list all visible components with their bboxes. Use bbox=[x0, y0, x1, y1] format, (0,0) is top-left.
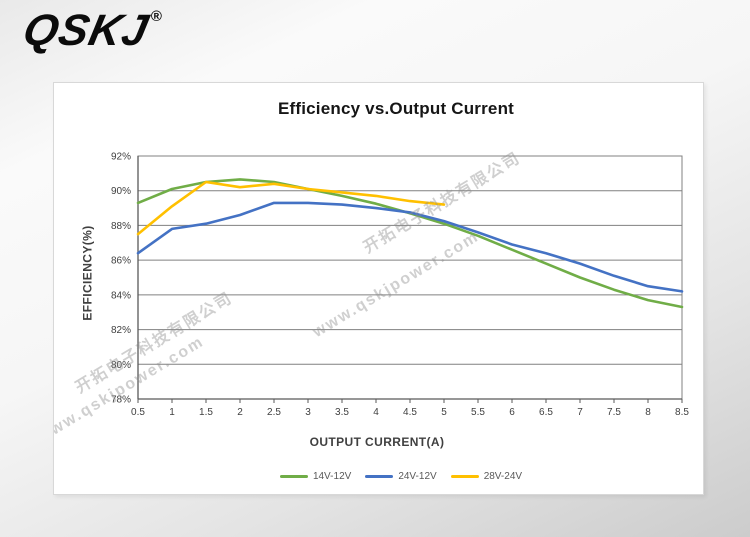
x-tick-label: 7.5 bbox=[607, 407, 621, 418]
brand-logo: QSKJ® bbox=[19, 6, 162, 56]
x-tick-label: 7 bbox=[577, 407, 583, 418]
x-tick-label: 0.5 bbox=[131, 407, 145, 418]
x-tick-label: 1.5 bbox=[199, 407, 213, 418]
y-tick-label: 92% bbox=[111, 152, 131, 163]
y-tick-label: 86% bbox=[111, 256, 131, 267]
registered-trademark-symbol: ® bbox=[150, 8, 162, 25]
x-tick-label: 2 bbox=[237, 407, 243, 418]
x-tick-label: 2.5 bbox=[267, 407, 281, 418]
series-line-28V-24V bbox=[136, 180, 446, 236]
legend-swatch bbox=[450, 475, 479, 478]
x-tick-label: 6.5 bbox=[539, 407, 553, 418]
x-tick-label: 4.5 bbox=[403, 407, 417, 418]
legend-swatch bbox=[365, 475, 394, 478]
y-tick-label: 80% bbox=[111, 360, 131, 371]
chart-panel: Efficiency vs.Output Current 78% 80% 82% 84… bbox=[53, 82, 704, 495]
brand-logo-text: QSKJ bbox=[18, 6, 154, 55]
series-line-24V-12V bbox=[136, 201, 684, 293]
line-chart-plot: 78% 80% 82% 84% 86% 88% 90% 92% 0.5 1 1.5 2 2.5 3 3.5 4… bbox=[111, 152, 689, 419]
x-tick-label: 5 bbox=[441, 407, 447, 418]
x-tick-label: 8 bbox=[645, 407, 651, 418]
x-tick-label: 3.5 bbox=[335, 407, 349, 418]
x-tick-label: 4 bbox=[373, 407, 379, 418]
legend-label: 14V-12V bbox=[312, 471, 352, 482]
y-tick-label: 90% bbox=[111, 186, 131, 197]
legend-swatch bbox=[279, 475, 308, 478]
x-tick-label: 1 bbox=[169, 407, 175, 418]
chart-title: Efficiency vs.Output Current bbox=[277, 99, 515, 118]
x-tick-label: 5.5 bbox=[471, 407, 485, 418]
legend-label: 28V-24V bbox=[483, 471, 523, 482]
y-tick-label: 78% bbox=[111, 395, 131, 406]
legend: 14V-12V 24V-12V 28V-24V bbox=[129, 471, 673, 482]
y-tick-label: 84% bbox=[111, 290, 131, 301]
x-tick-label: 3 bbox=[305, 407, 311, 418]
x-axis-title: OUTPUT CURRENT(A) bbox=[309, 435, 445, 449]
legend-item-28v-24v: 28V-24V bbox=[450, 471, 523, 482]
x-tick-label: 8.5 bbox=[675, 407, 689, 418]
y-tick-label: 88% bbox=[111, 221, 131, 232]
legend-item-24v-12v: 24V-12V bbox=[365, 471, 437, 482]
legend-item-14v-12v: 14V-12V bbox=[279, 471, 352, 482]
x-tick-label: 6 bbox=[509, 407, 515, 418]
y-tick-label: 82% bbox=[111, 325, 131, 336]
y-axis-title: EFFICIENCY(%) bbox=[80, 225, 95, 321]
legend-label: 24V-12V bbox=[398, 471, 437, 482]
